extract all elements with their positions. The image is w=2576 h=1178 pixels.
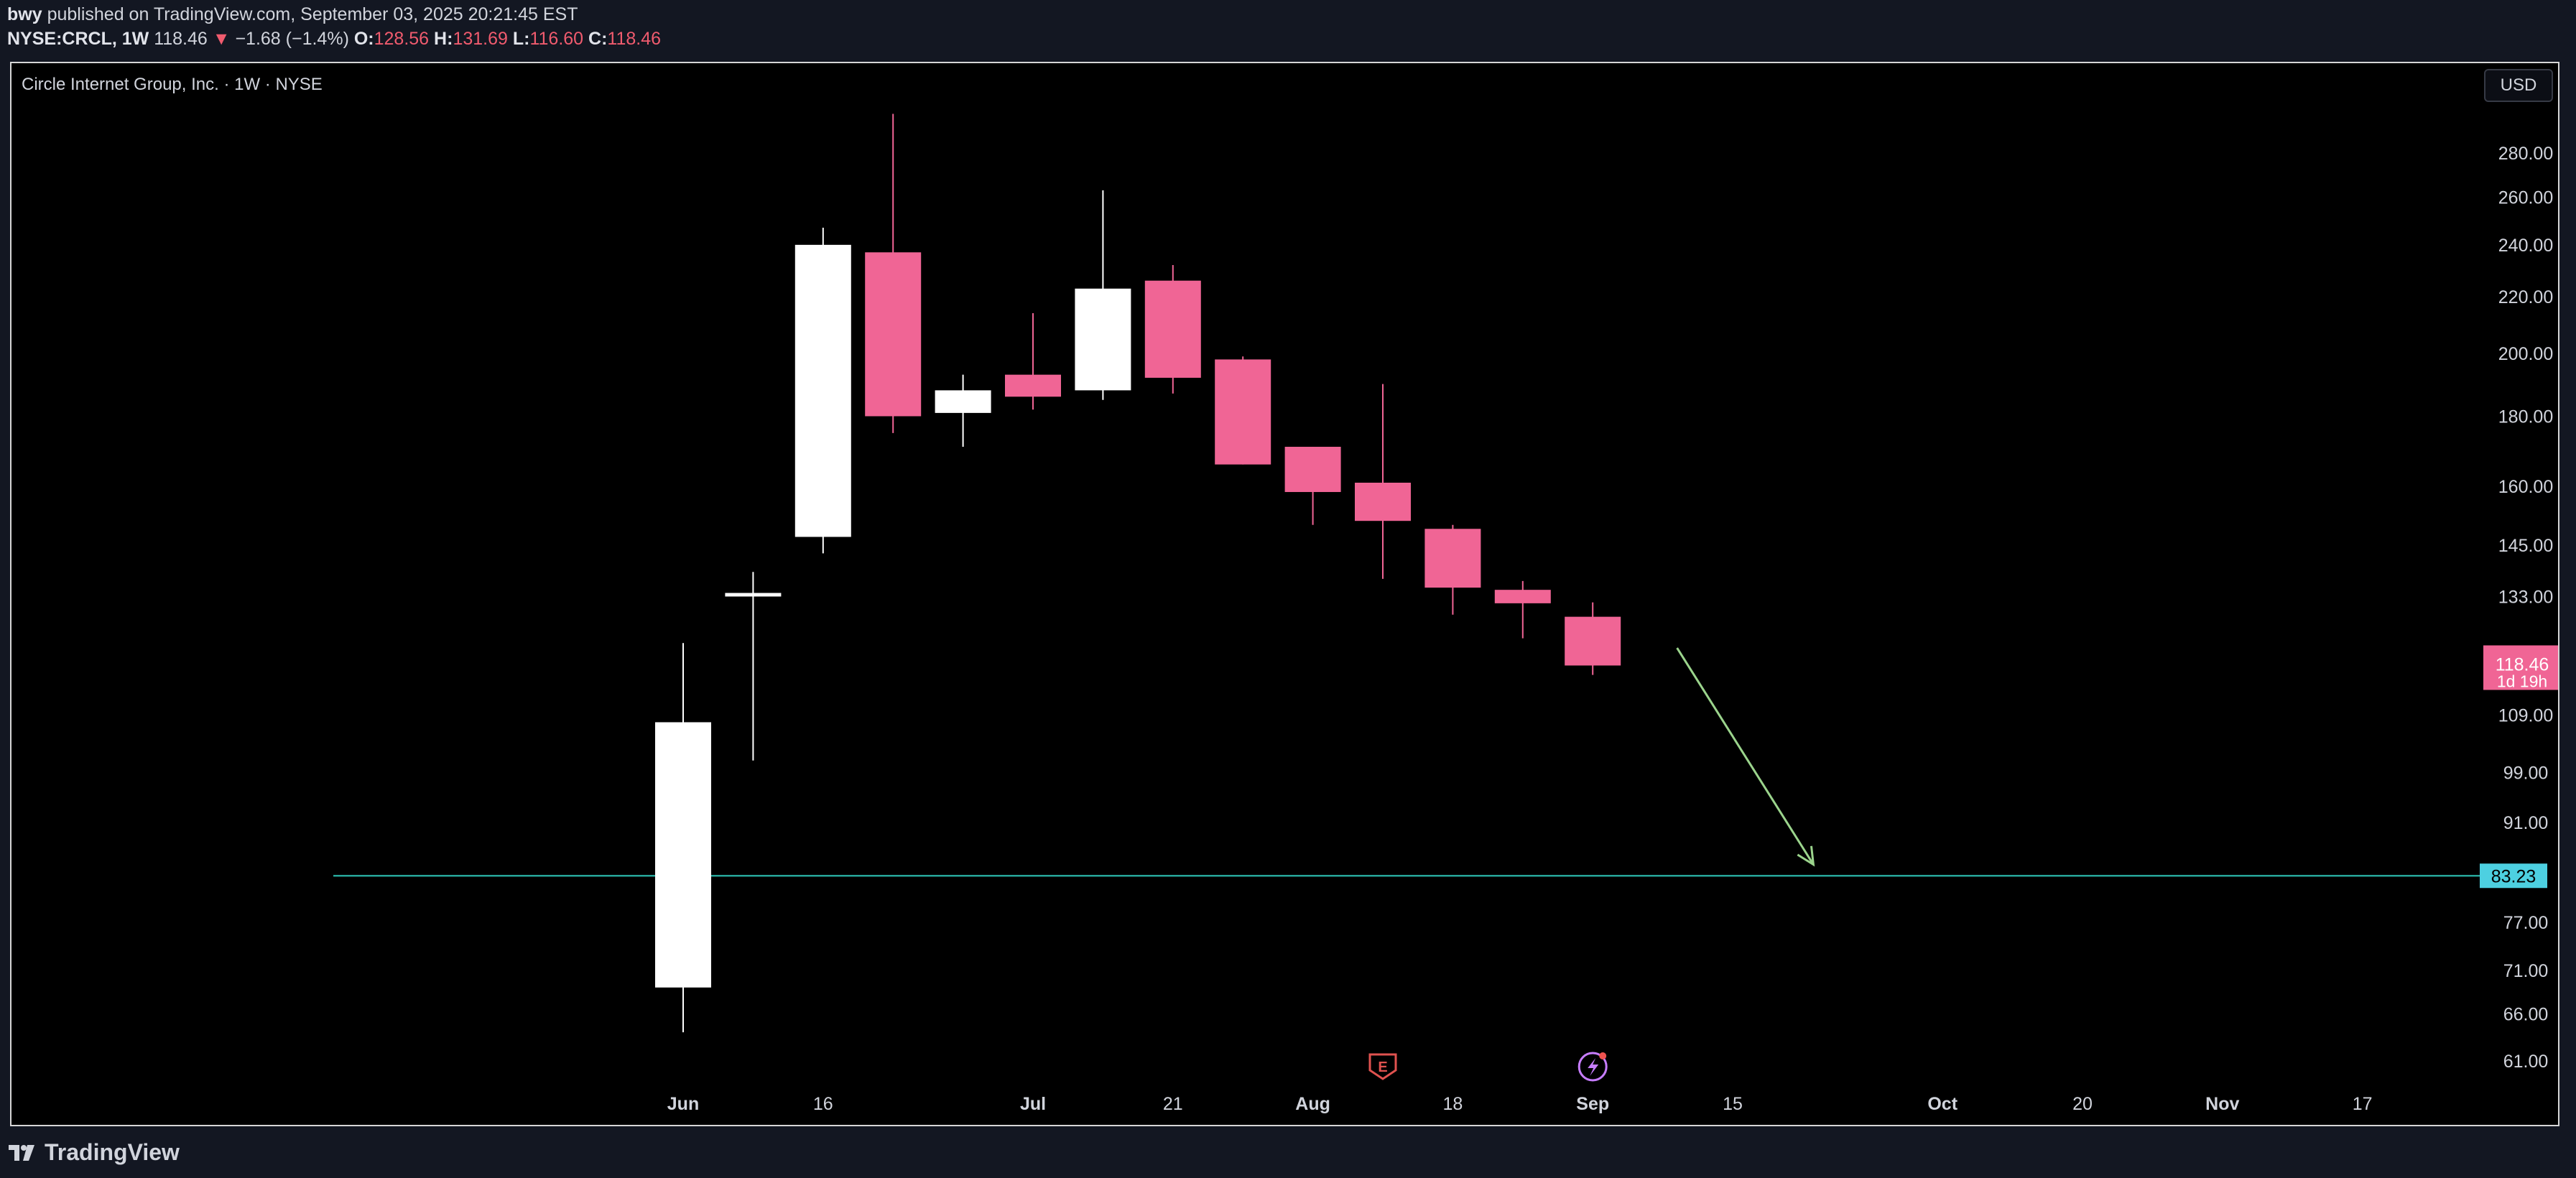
- open-value: 128.56: [374, 29, 430, 49]
- x-tick-label-10: Nov: [2205, 1094, 2239, 1114]
- candle-body-6: [1075, 288, 1131, 391]
- x-tick-label-0: Jun: [667, 1094, 699, 1114]
- tradingview-brand: TradingView: [45, 1139, 180, 1165]
- candle-body-1: [725, 593, 782, 597]
- close-label: C:: [588, 29, 608, 49]
- symbol-label: NYSE:CRCL, 1W: [7, 29, 149, 49]
- x-tick-label-6: Sep: [1576, 1094, 1609, 1114]
- y-tick-label-10: 109.00: [2498, 706, 2553, 726]
- candle-body-9: [1284, 447, 1341, 492]
- author-name[interactable]: bwy: [7, 4, 42, 24]
- lightning-icon-dot: [1599, 1052, 1607, 1059]
- low-value: 116.60: [529, 29, 584, 49]
- candle-body-7: [1144, 280, 1201, 378]
- publish-header: bwy published on TradingView.com, Septem…: [0, 0, 2576, 62]
- x-tick-label-1: 16: [813, 1094, 833, 1114]
- level-badge-value: 83.23: [2491, 866, 2536, 886]
- high-value: 131.69: [453, 29, 508, 49]
- earnings-icon-letter: E: [1378, 1059, 1387, 1075]
- last-price: 118.46: [154, 29, 208, 49]
- publish-info: bwy published on TradingView.com, Septem…: [7, 4, 578, 25]
- y-tick-label-4: 200.00: [2498, 344, 2553, 364]
- y-tick-label-7: 145.00: [2498, 536, 2553, 556]
- arrow-shaft: [1676, 647, 1815, 866]
- y-tick-label-0: 280.00: [2498, 144, 2553, 164]
- candle-body-5: [1005, 374, 1061, 397]
- candle-body-13: [1565, 616, 1621, 666]
- y-tick-label-2: 240.00: [2498, 236, 2553, 256]
- y-tick-label-14: 71.00: [2503, 961, 2549, 981]
- x-tick-label-5: 18: [1442, 1094, 1463, 1114]
- y-tick-label-3: 220.00: [2498, 287, 2553, 307]
- x-tick-label-9: 20: [2072, 1094, 2093, 1114]
- earnings-icon: [1368, 1053, 1397, 1080]
- candle-body-0: [655, 722, 711, 988]
- candle-body-8: [1215, 359, 1271, 465]
- y-tick-label-8: 133.00: [2498, 587, 2553, 607]
- x-tick-label-3: 21: [1163, 1094, 1183, 1114]
- price-badge-countdown: 1d 19h: [2497, 672, 2547, 690]
- x-tick-label-2: Jul: [1020, 1094, 1046, 1114]
- low-label: L:: [512, 29, 530, 49]
- footer: TradingView: [0, 1126, 2576, 1178]
- y-tick-label-11: 99.00: [2503, 763, 2549, 783]
- x-tick-label-7: 15: [1723, 1094, 1743, 1114]
- candle-body-3: [865, 252, 922, 417]
- x-tick-label-4: Aug: [1295, 1094, 1330, 1114]
- price-badge: [2483, 645, 2558, 690]
- y-tick-label-6: 160.00: [2498, 477, 2553, 497]
- high-label: H:: [434, 29, 453, 49]
- y-tick-label-16: 61.00: [2503, 1052, 2549, 1072]
- currency-button[interactable]: USD: [2484, 69, 2553, 102]
- close-value: 118.46: [607, 29, 662, 49]
- lightning-icon-bolt: [1588, 1058, 1599, 1076]
- tradingview-logo[interactable]: TradingView: [9, 1139, 180, 1166]
- y-tick-label-15: 66.00: [2503, 1005, 2549, 1025]
- ohlc-legend: NYSE:CRCL, 1W 118.46 ▼ −1.68 (−1.4%) O:1…: [7, 29, 661, 50]
- y-tick-label-1: 260.00: [2498, 187, 2553, 208]
- arrow-head: [1797, 845, 1815, 867]
- chart-title: Circle Internet Group, Inc. · 1W · NYSE: [22, 75, 323, 94]
- candlestick-chart[interactable]: 280.00 260.00 240.00 220.00 200.00 180.00 160.…: [11, 63, 2559, 1126]
- candle-body-4: [935, 390, 991, 413]
- level-badge: [2480, 863, 2547, 889]
- x-tick-label-8: Oct: [1927, 1094, 1958, 1114]
- publish-text: published on TradingView.com, September …: [47, 4, 578, 24]
- price-change: −1.68 (−1.4%): [235, 29, 349, 49]
- chart-pane[interactable]: 280.00 260.00 240.00 220.00 200.00 180.00 160.…: [10, 62, 2559, 1126]
- price-badge-value: 118.46: [2496, 654, 2549, 674]
- open-label: O:: [353, 29, 374, 49]
- y-tick-label-5: 180.00: [2498, 407, 2553, 427]
- tradingview-logo-icon: [9, 1144, 34, 1161]
- candle-body-12: [1494, 590, 1551, 603]
- lightning-icon: [1577, 1052, 1608, 1082]
- candle-body-2: [794, 244, 851, 537]
- y-tick-label-12: 91.00: [2503, 813, 2549, 833]
- x-tick-label-11: 17: [2353, 1094, 2373, 1114]
- y-tick-label-13: 77.00: [2503, 913, 2549, 933]
- candle-body-11: [1424, 529, 1481, 588]
- down-triangle-icon: ▼: [212, 29, 231, 49]
- candle-body-10: [1355, 483, 1411, 521]
